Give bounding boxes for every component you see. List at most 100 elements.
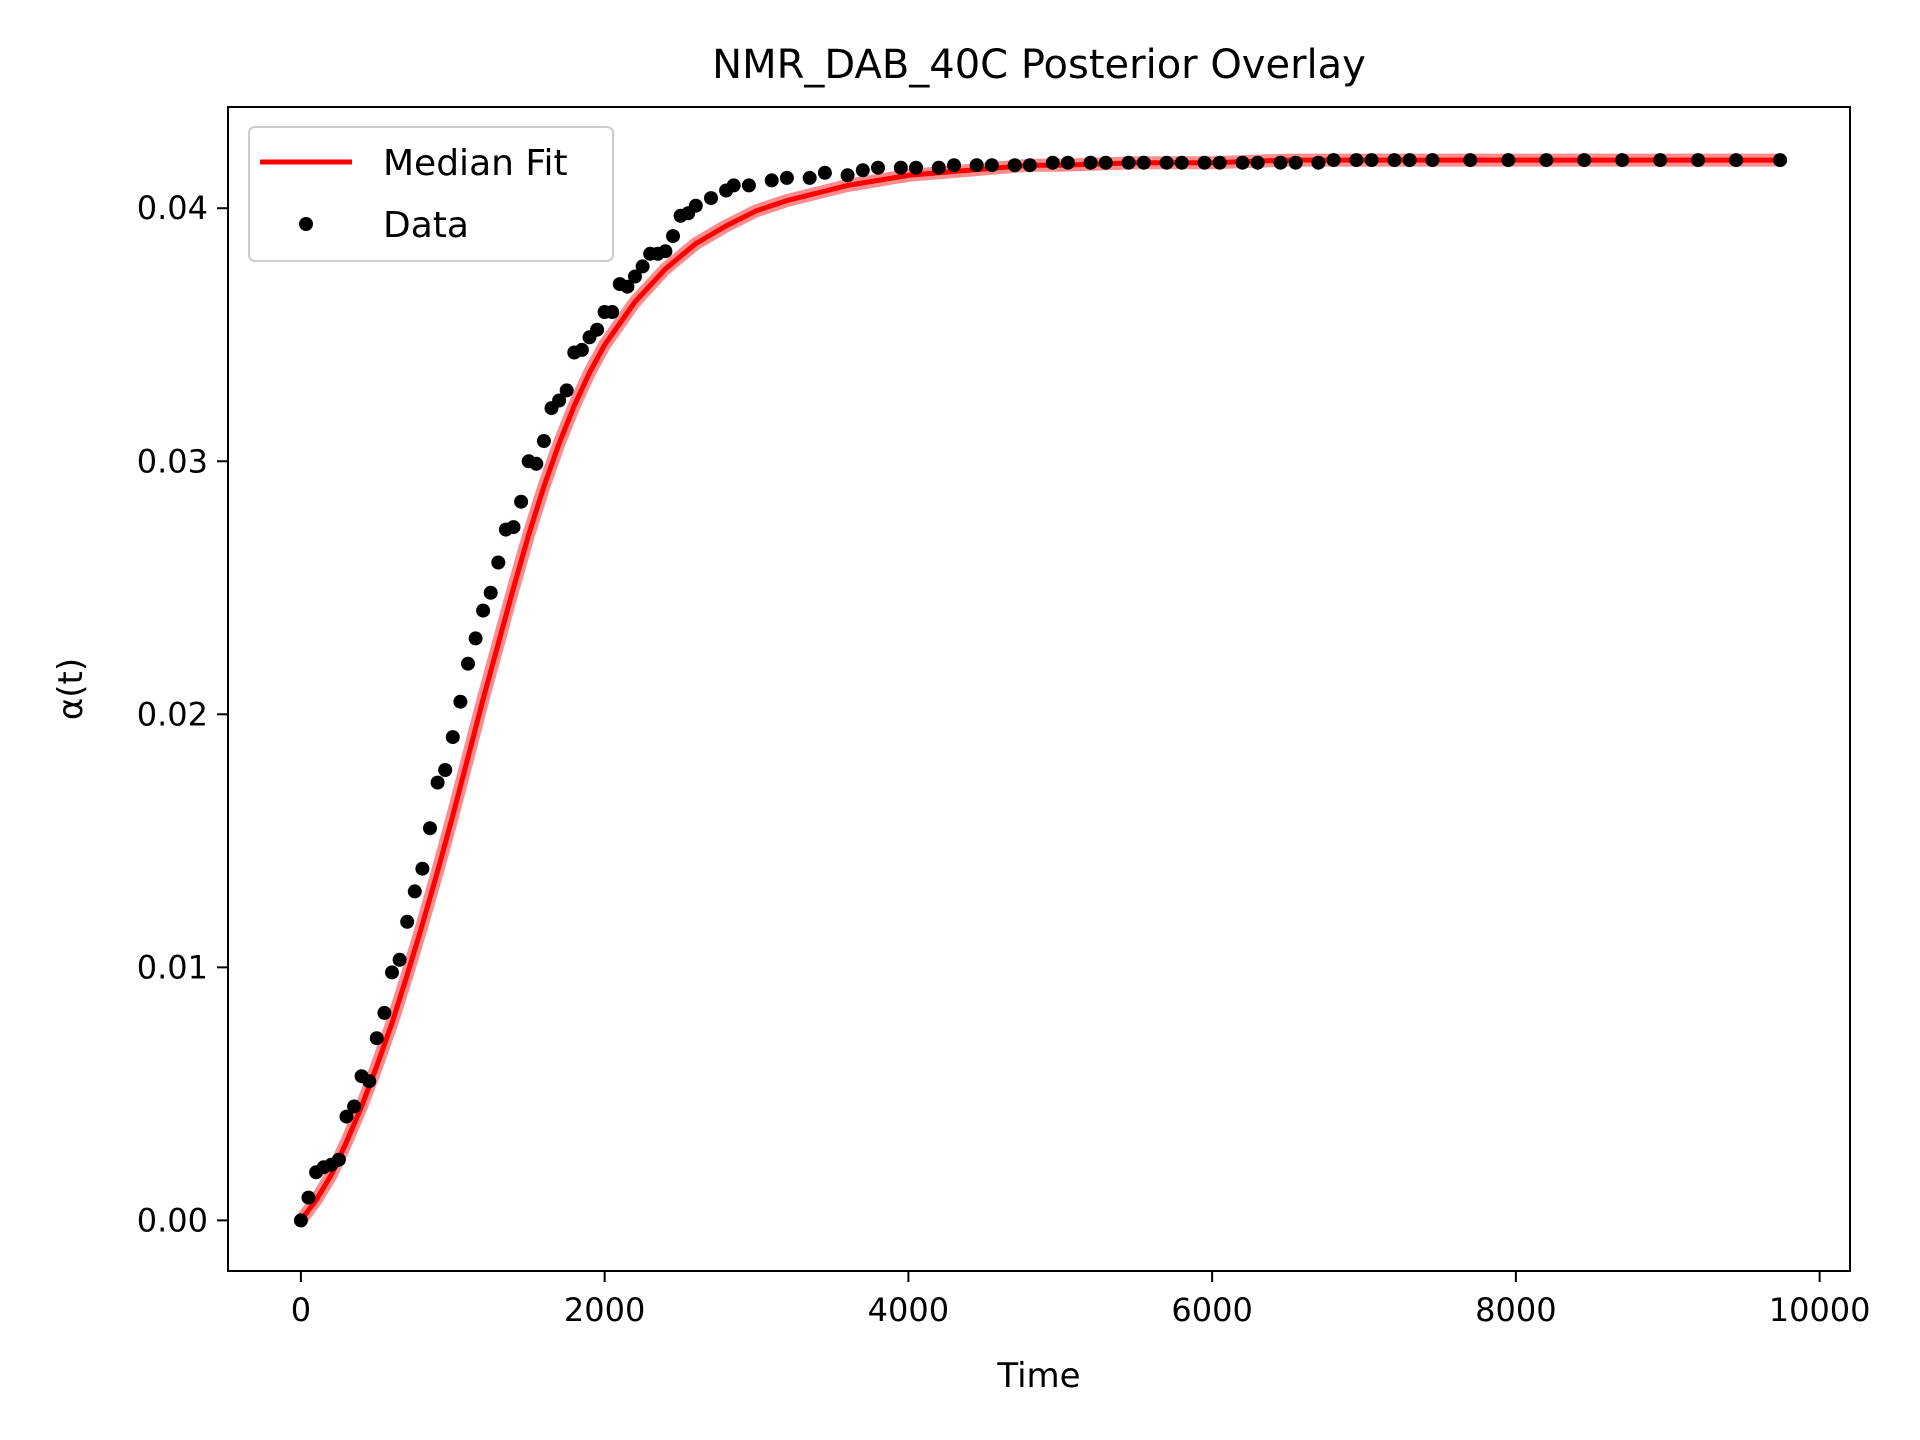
data-point [536, 434, 551, 448]
data-point [628, 269, 642, 284]
data-point [947, 158, 961, 173]
x-tick-label: 10000 [1769, 1291, 1871, 1329]
data-point [385, 965, 399, 980]
data-point [779, 170, 794, 185]
data-point [840, 168, 855, 183]
y-tick-label: 0.00 [137, 1201, 208, 1239]
data-point [1197, 155, 1212, 170]
data-point [1773, 153, 1788, 168]
data-point [666, 229, 680, 244]
data-point [931, 160, 946, 175]
data-point [423, 821, 437, 836]
data-point [817, 165, 832, 180]
data-point [620, 279, 635, 294]
data-point [1311, 155, 1326, 170]
data-point [893, 160, 908, 175]
data-point [1136, 155, 1151, 170]
data-point [1007, 158, 1022, 173]
data-point [1083, 155, 1098, 170]
data-point [1159, 155, 1174, 170]
data-point [1463, 153, 1478, 168]
legend-data-label: Data [383, 205, 469, 246]
y-axis-label: α(t) [51, 658, 91, 720]
data-point [461, 656, 475, 671]
chart-title: NMR_DAB_40C Posterior Overlay [712, 42, 1366, 88]
data-point [1615, 153, 1630, 168]
data-point [1349, 153, 1364, 168]
data-point [984, 158, 999, 173]
data-point [1577, 153, 1592, 168]
data-point [1235, 155, 1250, 170]
data-point [605, 305, 620, 319]
data-point [1273, 155, 1288, 170]
data-point [802, 170, 817, 185]
data-point [658, 244, 673, 259]
data-point [909, 160, 923, 175]
data-point [1060, 155, 1075, 170]
data-point [438, 763, 453, 777]
data-point [635, 259, 650, 274]
data-point [1425, 153, 1440, 168]
data-point [764, 173, 779, 188]
data-point [301, 1190, 316, 1205]
data-point [506, 520, 521, 535]
data-point [1364, 153, 1379, 168]
legend-median-fit-label: Median Fit [383, 143, 568, 184]
data-point [1539, 153, 1554, 168]
data-point [400, 914, 415, 929]
data-point [377, 1005, 392, 1020]
data-point [1653, 153, 1668, 168]
data-point [529, 456, 544, 471]
data-point [1022, 158, 1037, 173]
data-point [1402, 153, 1417, 168]
data-point [1387, 153, 1402, 168]
data-point [407, 884, 422, 899]
data-point [1691, 153, 1706, 168]
data-point [559, 383, 574, 398]
data-point [704, 191, 718, 206]
data-point [1212, 155, 1227, 170]
data-point [871, 160, 885, 175]
x-tick-label: 8000 [1475, 1291, 1556, 1329]
data-point [726, 178, 741, 193]
data-point [590, 322, 605, 337]
data-point [1729, 153, 1744, 168]
data-point [1045, 155, 1060, 170]
data-point [969, 158, 984, 173]
data-point [293, 1213, 308, 1228]
x-tick-label: 6000 [1171, 1291, 1252, 1329]
plot-background [228, 107, 1850, 1271]
data-point [574, 342, 589, 357]
data-point [331, 1152, 346, 1167]
y-tick-label: 0.01 [137, 948, 208, 986]
x-axis: 0 2000 4000 6000 8000 10000 [291, 1271, 1871, 1329]
plot-frame [227, 106, 1851, 1272]
y-tick-label: 0.03 [137, 442, 208, 480]
data-point [476, 603, 491, 618]
data-point [392, 952, 407, 967]
data-point [688, 198, 703, 213]
plot-area [227, 106, 1851, 1272]
data-point [491, 555, 506, 570]
data-point [347, 1099, 362, 1114]
data-point [855, 163, 870, 178]
data-point [1174, 155, 1189, 170]
legend: Median Fit Data [248, 126, 614, 262]
data-point [741, 178, 756, 193]
data-point [514, 494, 529, 509]
data-point [369, 1031, 384, 1046]
data-point [552, 393, 567, 408]
data-point [445, 730, 460, 745]
data-point [468, 631, 483, 646]
data-point [1288, 155, 1303, 170]
data-point [362, 1074, 377, 1089]
data-point [339, 1109, 354, 1124]
x-axis-label: Time [996, 1356, 1080, 1396]
data-point [1501, 153, 1516, 168]
data-point [1098, 155, 1113, 170]
data-point [1121, 155, 1136, 170]
data-point [483, 585, 498, 600]
y-tick-label: 0.04 [137, 189, 208, 227]
x-tick-label: 2000 [564, 1291, 645, 1329]
x-tick-label: 4000 [868, 1291, 949, 1329]
